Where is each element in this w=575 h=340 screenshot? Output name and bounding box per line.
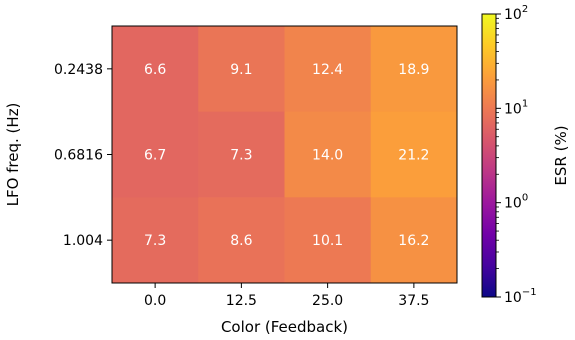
colorbar-tick-label: 101 xyxy=(504,98,528,117)
colorbar-label: ESR (%) xyxy=(552,125,570,185)
x-tick-label: 0.0 xyxy=(144,293,166,309)
heatmap-cell xyxy=(370,197,458,284)
x-tick-label: 37.5 xyxy=(398,293,429,309)
heatmap-cell xyxy=(370,111,458,198)
y-tick-label: 0.2438 xyxy=(54,62,103,78)
heatmap-cell xyxy=(284,197,372,284)
heatmap-cell xyxy=(198,26,285,113)
heatmap-cell xyxy=(198,111,285,198)
heatmap-cell xyxy=(112,197,199,284)
heatmap-cell xyxy=(112,111,199,198)
heatmap-cell xyxy=(198,197,285,284)
heatmap-cell xyxy=(284,111,372,198)
cell-value-label: 7.3 xyxy=(230,148,252,164)
y-tick-label: 1.004 xyxy=(63,233,103,249)
cell-value-label: 6.7 xyxy=(144,148,166,164)
y-axis-ticks: 0.2438 0.6816 1.004 xyxy=(54,62,112,249)
cell-value-label: 10.1 xyxy=(312,233,343,249)
cell-value-label: 6.6 xyxy=(144,62,166,78)
cell-value-label: 16.2 xyxy=(398,233,429,249)
cell-value-label: 9.1 xyxy=(230,62,252,78)
colorbar xyxy=(481,13,497,298)
colorbar-ticks: 10−1 100 101 102 xyxy=(496,4,537,306)
y-tick-label: 0.6816 xyxy=(54,148,103,164)
heatmap-cell-labels: 6.6 9.1 12.4 18.9 6.7 7.3 14.0 21.2 7.3 8.6 10.1 16… xyxy=(144,62,429,249)
heatmap-cell xyxy=(284,26,372,113)
cell-value-label: 8.6 xyxy=(230,233,252,249)
heatmap-cell xyxy=(370,26,458,113)
cell-value-label: 7.3 xyxy=(144,233,166,249)
cell-value-label: 18.9 xyxy=(398,62,429,78)
x-axis-ticks: 0.0 12.5 25.0 37.5 xyxy=(144,283,429,309)
cell-value-label: 12.4 xyxy=(312,62,343,78)
cell-value-label: 21.2 xyxy=(398,148,429,164)
x-axis-label: Color (Feedback) xyxy=(221,318,348,336)
colorbar-tick-label: 102 xyxy=(504,4,528,23)
cell-value-label: 14.0 xyxy=(312,148,343,164)
y-axis-label: LFO freq. (Hz) xyxy=(4,103,22,207)
x-tick-label: 12.5 xyxy=(226,293,257,309)
colorbar-tick-label: 10−1 xyxy=(504,287,537,306)
colorbar-tick-label: 100 xyxy=(504,193,528,212)
x-tick-label: 25.0 xyxy=(312,293,343,309)
heatmap-cell xyxy=(112,26,199,113)
heatmap-cells xyxy=(112,26,458,284)
